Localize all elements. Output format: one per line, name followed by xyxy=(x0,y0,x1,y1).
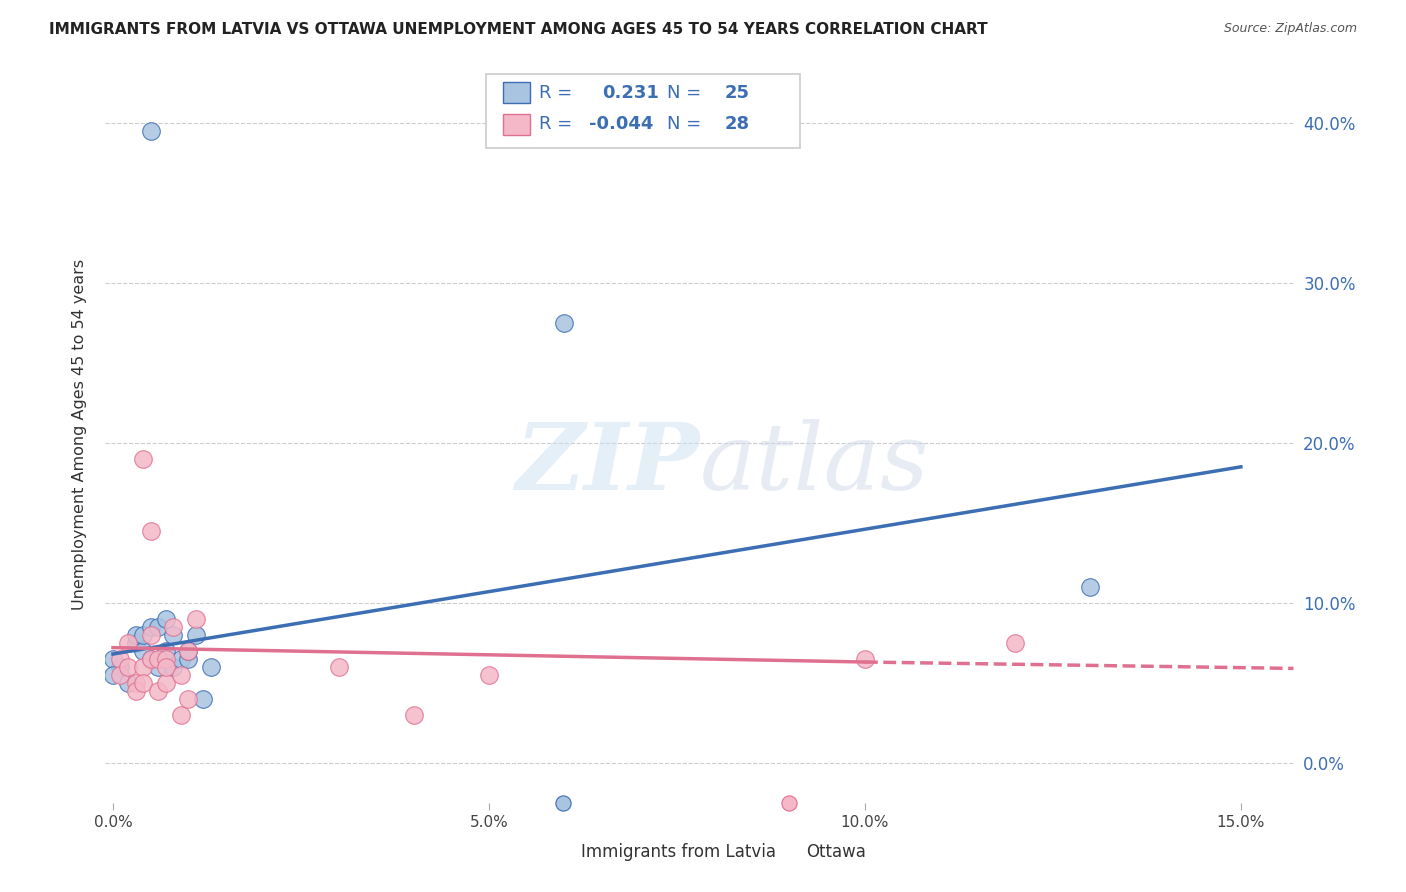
Point xyxy=(169,707,191,722)
Point xyxy=(132,675,155,690)
Point xyxy=(110,668,132,682)
Point xyxy=(162,628,184,642)
Point xyxy=(155,675,177,690)
Point xyxy=(402,707,425,722)
Point xyxy=(553,316,575,330)
FancyBboxPatch shape xyxy=(503,82,530,103)
Text: -0.044: -0.044 xyxy=(589,115,654,133)
Text: Source: ZipAtlas.com: Source: ZipAtlas.com xyxy=(1223,22,1357,36)
Point xyxy=(117,660,139,674)
Point xyxy=(132,660,155,674)
Point xyxy=(177,644,200,658)
Text: N =: N = xyxy=(668,84,707,102)
Point xyxy=(132,628,155,642)
Point xyxy=(101,668,124,682)
Point xyxy=(110,660,132,674)
Point xyxy=(169,652,191,666)
Text: N =: N = xyxy=(668,115,707,133)
Point xyxy=(139,124,162,138)
Y-axis label: Unemployment Among Ages 45 to 54 years: Unemployment Among Ages 45 to 54 years xyxy=(72,260,87,610)
Point xyxy=(184,628,207,642)
Point xyxy=(146,660,169,674)
Point xyxy=(117,675,139,690)
Point xyxy=(177,644,200,658)
Point xyxy=(124,675,146,690)
Point xyxy=(1004,636,1026,650)
Point xyxy=(162,660,184,674)
Point xyxy=(193,691,215,706)
Point xyxy=(139,524,162,538)
Text: ZIP: ZIP xyxy=(515,419,700,509)
Point xyxy=(132,451,155,466)
Point xyxy=(124,636,146,650)
Point xyxy=(124,683,146,698)
Point xyxy=(155,652,177,666)
Text: 28: 28 xyxy=(724,115,749,133)
Point xyxy=(155,644,177,658)
Point xyxy=(200,660,222,674)
Point xyxy=(155,660,177,674)
Point xyxy=(155,612,177,626)
Point xyxy=(177,652,200,666)
Text: Immigrants from Latvia: Immigrants from Latvia xyxy=(581,843,776,862)
Point xyxy=(132,644,155,658)
FancyBboxPatch shape xyxy=(485,74,800,148)
Point xyxy=(124,628,146,642)
Point xyxy=(177,691,200,706)
Text: Ottawa: Ottawa xyxy=(807,843,866,862)
Point xyxy=(853,652,876,666)
Text: R =: R = xyxy=(538,84,578,102)
Point xyxy=(1080,580,1102,594)
Text: 0.231: 0.231 xyxy=(602,84,659,102)
Point xyxy=(328,660,350,674)
Point xyxy=(146,620,169,634)
Point xyxy=(110,652,132,666)
Point xyxy=(169,668,191,682)
Point xyxy=(139,620,162,634)
Point xyxy=(139,628,162,642)
Text: atlas: atlas xyxy=(700,419,929,509)
Text: R =: R = xyxy=(538,115,578,133)
Text: 25: 25 xyxy=(724,84,749,102)
FancyBboxPatch shape xyxy=(503,114,530,135)
Text: IMMIGRANTS FROM LATVIA VS OTTAWA UNEMPLOYMENT AMONG AGES 45 TO 54 YEARS CORRELAT: IMMIGRANTS FROM LATVIA VS OTTAWA UNEMPLO… xyxy=(49,22,988,37)
Point xyxy=(139,652,162,666)
Point xyxy=(101,652,124,666)
Point xyxy=(146,683,169,698)
Point xyxy=(146,652,169,666)
Point xyxy=(184,612,207,626)
Point xyxy=(139,652,162,666)
Point xyxy=(478,668,501,682)
Point xyxy=(117,636,139,650)
Point xyxy=(162,620,184,634)
